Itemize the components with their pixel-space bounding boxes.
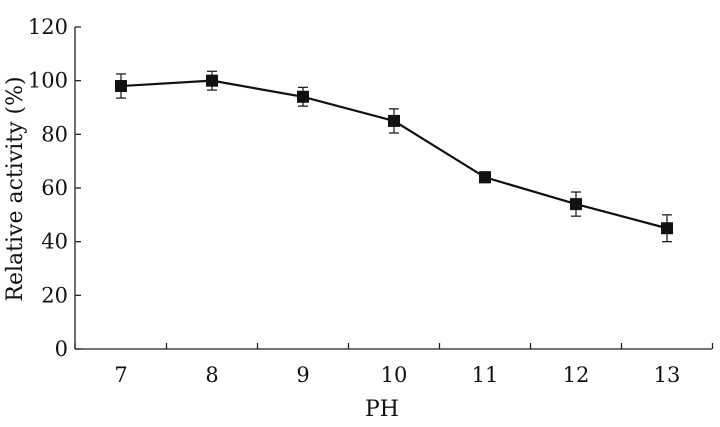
series-line: [120, 79, 668, 230]
x-tick-label: 9: [296, 363, 309, 387]
x-tick-label: 10: [381, 363, 408, 387]
x-tick-label: 12: [563, 363, 590, 387]
data-point: [570, 198, 582, 211]
x-tick-label: 7: [114, 363, 127, 387]
y-tick-label: 20: [41, 283, 68, 307]
data-point: [661, 222, 673, 235]
y-tick-label: 40: [41, 230, 68, 254]
x-tick-label: 8: [205, 363, 218, 387]
x-ticks: 7 8 9 10 11 12 13: [74, 343, 714, 387]
y-tick-label: 80: [41, 122, 68, 146]
series-group: [115, 70, 673, 243]
y-ticks: 0 20 40 60 80 100 120: [28, 15, 81, 361]
data-point: [388, 114, 400, 127]
y-tick-label: 60: [41, 176, 68, 200]
y-tick-label: 120: [28, 15, 68, 39]
y-tick-label: 100: [28, 69, 68, 93]
data-point: [297, 90, 309, 103]
x-tick-label: 11: [472, 363, 499, 387]
x-tick-label: 13: [654, 363, 681, 387]
y-tick-label: 0: [55, 337, 68, 361]
data-point: [115, 80, 127, 93]
axes: [74, 27, 712, 350]
data-point: [479, 171, 491, 184]
y-axis-title: Relative activity (%): [3, 76, 28, 301]
x-axis-title: PH: [365, 397, 399, 422]
data-point: [206, 74, 218, 87]
